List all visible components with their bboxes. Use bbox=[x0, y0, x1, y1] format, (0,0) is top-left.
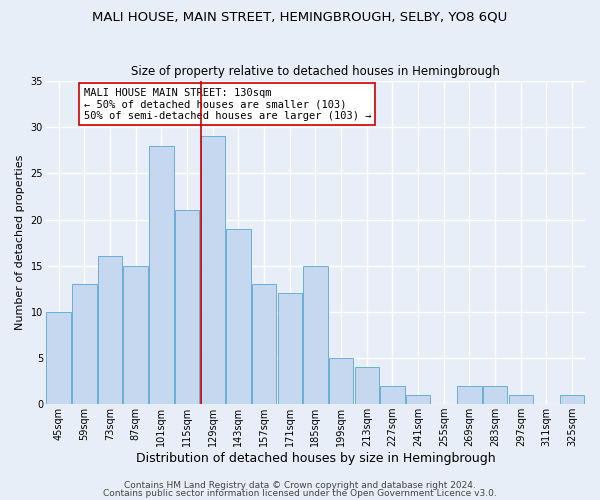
Bar bbox=[329, 358, 353, 404]
Bar bbox=[457, 386, 482, 404]
Bar bbox=[380, 386, 404, 404]
Y-axis label: Number of detached properties: Number of detached properties bbox=[15, 155, 25, 330]
Bar bbox=[200, 136, 225, 404]
Bar bbox=[509, 395, 533, 404]
Bar bbox=[406, 395, 430, 404]
Bar bbox=[355, 367, 379, 404]
Text: Contains public sector information licensed under the Open Government Licence v3: Contains public sector information licen… bbox=[103, 488, 497, 498]
Bar bbox=[560, 395, 584, 404]
Text: MALI HOUSE, MAIN STREET, HEMINGBROUGH, SELBY, YO8 6QU: MALI HOUSE, MAIN STREET, HEMINGBROUGH, S… bbox=[92, 10, 508, 23]
Bar bbox=[483, 386, 508, 404]
Title: Size of property relative to detached houses in Hemingbrough: Size of property relative to detached ho… bbox=[131, 66, 500, 78]
Bar bbox=[175, 210, 199, 404]
Bar bbox=[46, 312, 71, 404]
Bar bbox=[226, 229, 251, 404]
Bar bbox=[72, 284, 97, 404]
Bar bbox=[149, 146, 173, 404]
X-axis label: Distribution of detached houses by size in Hemingbrough: Distribution of detached houses by size … bbox=[136, 452, 495, 465]
Bar bbox=[124, 266, 148, 404]
Bar bbox=[278, 294, 302, 404]
Bar bbox=[303, 266, 328, 404]
Text: MALI HOUSE MAIN STREET: 130sqm
← 50% of detached houses are smaller (103)
50% of: MALI HOUSE MAIN STREET: 130sqm ← 50% of … bbox=[83, 88, 371, 120]
Bar bbox=[252, 284, 276, 404]
Text: Contains HM Land Registry data © Crown copyright and database right 2024.: Contains HM Land Registry data © Crown c… bbox=[124, 481, 476, 490]
Bar bbox=[98, 256, 122, 404]
